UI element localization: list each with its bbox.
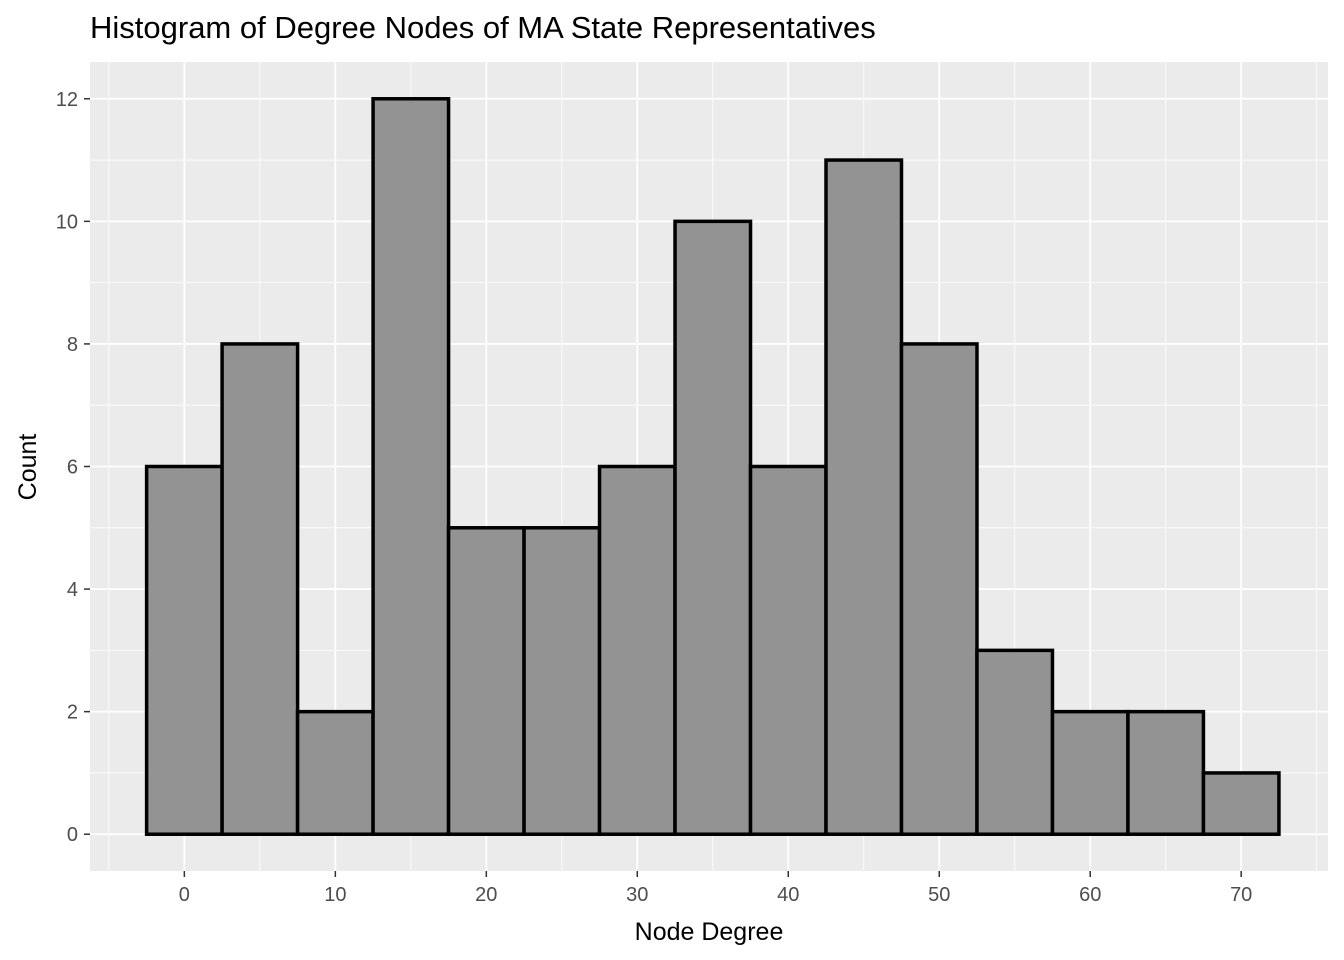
x-tick-label: 50	[928, 884, 950, 906]
histogram-bar	[446, 526, 526, 836]
x-tick-label: 10	[324, 884, 346, 906]
histogram-bar	[220, 342, 300, 836]
x-tick-label: 70	[1230, 884, 1252, 906]
histogram-bar	[673, 219, 753, 836]
histogram-bar	[1126, 709, 1206, 836]
histogram-bar	[597, 464, 677, 836]
x-tick-label: 30	[626, 884, 648, 906]
y-tick-label: 2	[67, 702, 78, 724]
histogram-bar	[144, 464, 224, 836]
histogram-bar	[371, 97, 451, 836]
histogram-bar	[748, 464, 828, 836]
histogram-bar	[975, 648, 1055, 836]
x-tick-label: 40	[777, 884, 799, 906]
y-tick-label: 8	[67, 334, 78, 356]
histogram-bar	[899, 342, 979, 836]
axes: 0 10 20 30 40 50 60 70 0 2 4 6 8 10 12	[56, 89, 1253, 906]
chart-title: Histogram of Degree Nodes of MA State Re…	[90, 10, 876, 45]
x-tick-label: 60	[1079, 884, 1101, 906]
y-tick-label: 10	[56, 211, 78, 233]
y-tick-label: 4	[67, 579, 78, 601]
histogram-bar	[522, 526, 602, 836]
y-tick-label: 0	[67, 824, 78, 846]
x-tick-label: 20	[475, 884, 497, 906]
histogram-bar	[824, 158, 904, 836]
y-axis-title: Count	[14, 434, 42, 501]
histogram-bars	[144, 97, 1281, 836]
x-tick-label: 0	[179, 884, 190, 906]
histogram-bar	[295, 709, 375, 836]
x-axis-title: Node Degree	[635, 918, 784, 946]
histogram-bar	[1201, 771, 1281, 836]
y-tick-label: 6	[67, 457, 78, 479]
y-tick-label: 12	[56, 89, 78, 111]
histogram-bar	[1050, 709, 1130, 836]
